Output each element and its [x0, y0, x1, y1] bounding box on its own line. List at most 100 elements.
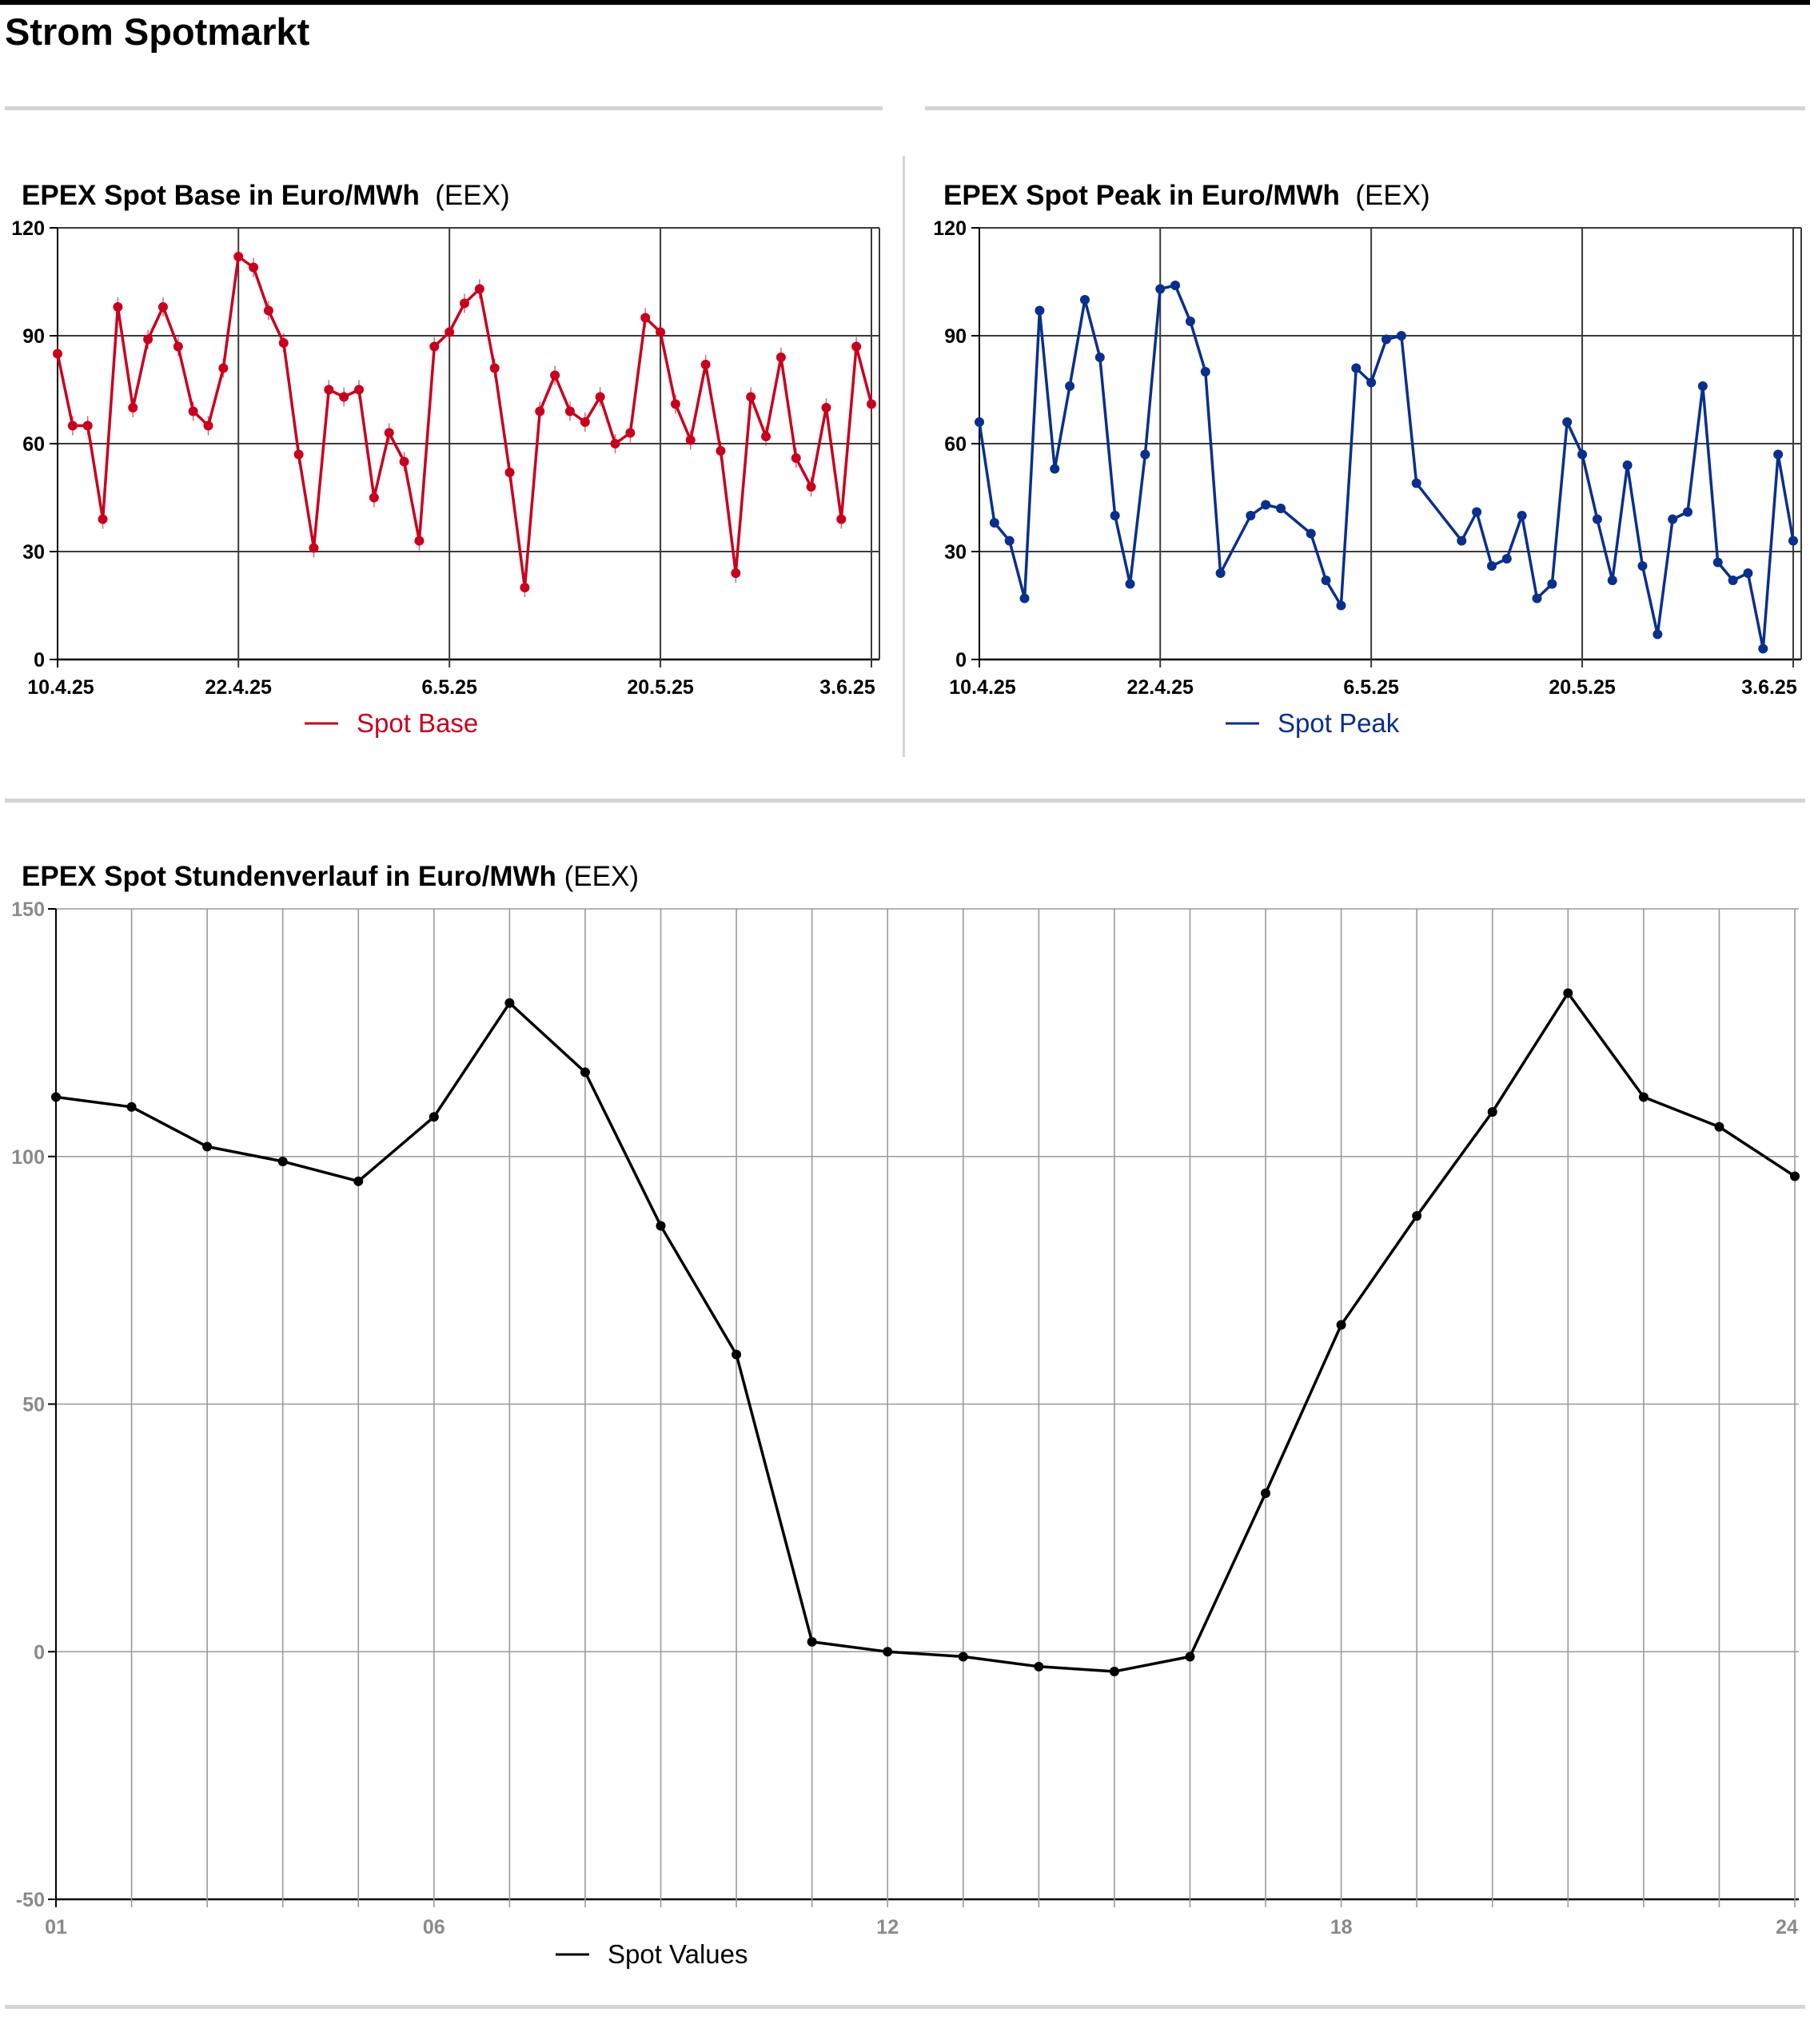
data-point [1034, 1661, 1044, 1671]
data-point [821, 403, 831, 412]
x-tick-label: 12 [876, 1916, 899, 1938]
data-point [293, 449, 304, 460]
data-point [851, 341, 862, 352]
data-point [1381, 334, 1391, 345]
data-point [520, 583, 530, 592]
y-tick-label: 0 [34, 1641, 45, 1663]
y-tick-label: 50 [22, 1394, 45, 1416]
data-point [309, 543, 319, 553]
x-tick-label: 06 [423, 1916, 445, 1938]
y-tick-label: 60 [22, 433, 45, 456]
data-point [113, 302, 123, 312]
data-point [1261, 500, 1271, 510]
data-point [1637, 561, 1648, 571]
data-point [1457, 536, 1467, 546]
chart-source-peak: (EEX) [1355, 180, 1430, 211]
data-point [1517, 511, 1527, 520]
data-point [429, 341, 440, 352]
y-tick-label: 90 [944, 325, 967, 348]
legend-label-base: Spot Base [357, 708, 478, 738]
y-tick-label: 150 [11, 898, 45, 921]
x-tick-label: 10.4.25 [27, 676, 94, 699]
data-point [1246, 511, 1256, 520]
data-point [1336, 1320, 1346, 1330]
y-tick-label: 0 [34, 649, 45, 671]
top-bar [0, 0, 1810, 5]
data-point [731, 568, 741, 578]
data-point [883, 1647, 893, 1657]
y-tick-label: 30 [944, 541, 967, 564]
x-tick-label: 22.4.25 [205, 676, 273, 699]
data-point [1472, 507, 1482, 517]
data-point [1200, 367, 1210, 377]
data-point [761, 432, 771, 441]
data-point [1714, 1122, 1724, 1132]
y-tick-label: 120 [933, 217, 967, 240]
chart-peak: 0 30 60 90 120 10.4.25 22.4.25 6.5.25 20.5.25 3.6… [933, 217, 1802, 738]
data-point [1607, 576, 1617, 585]
data-point [1276, 504, 1286, 513]
data-point [233, 252, 244, 261]
data-point [489, 363, 500, 373]
y-tick-label: -50 [16, 1889, 45, 1911]
data-point [384, 428, 394, 438]
data-point [324, 384, 334, 395]
data-point [188, 406, 198, 416]
data-point [807, 1636, 817, 1647]
x-tick-label: 22.4.25 [1127, 676, 1194, 699]
data-point [1486, 561, 1497, 571]
data-point [1079, 295, 1090, 305]
data-point [202, 1142, 213, 1152]
y-tick-label: 100 [11, 1146, 45, 1169]
x-tick-label: 3.6.25 [1741, 676, 1797, 699]
data-point [535, 406, 545, 416]
divider-top-left [5, 106, 883, 110]
x-tick-label: 01 [45, 1916, 67, 1938]
data-point [1261, 1488, 1271, 1499]
data-point [143, 334, 153, 345]
x-tick-label: 24 [1776, 1916, 1798, 1938]
data-point [460, 298, 469, 309]
x-tick-label: 6.5.25 [1343, 676, 1399, 699]
data-point [1697, 381, 1708, 391]
data-point [1109, 1667, 1119, 1677]
y-tick-label: 60 [944, 433, 967, 456]
data-point [249, 262, 259, 273]
data-point [126, 1102, 137, 1112]
data-point [278, 338, 289, 348]
data-point [1155, 284, 1166, 294]
data-point [1306, 528, 1316, 539]
data-point [610, 439, 620, 448]
data-point [263, 305, 273, 316]
data-point [716, 446, 726, 456]
data-point [580, 417, 590, 427]
legend-label-hourly: Spot Values [608, 1939, 748, 1969]
data-point [1577, 449, 1588, 460]
data-point [1321, 576, 1331, 585]
data-point [1773, 449, 1784, 460]
data-point [82, 420, 93, 431]
chart-source-hourly: (EEX) [564, 861, 640, 892]
data-point [128, 403, 138, 412]
data-point [157, 302, 168, 312]
data-point [867, 399, 876, 409]
data-point [1653, 629, 1663, 639]
data-point [504, 998, 515, 1008]
data-point [1215, 568, 1226, 578]
data-point [836, 514, 847, 524]
data-point [989, 518, 999, 528]
data-point [1788, 536, 1798, 546]
divider-bottom [5, 2005, 1805, 2009]
divider-middle [5, 799, 1805, 803]
data-point [1125, 579, 1135, 589]
data-point [53, 349, 62, 359]
data-point [353, 1176, 364, 1186]
data-point [1366, 377, 1377, 388]
data-point [1532, 593, 1542, 604]
x-tick-label: 10.4.25 [949, 676, 1016, 699]
x-tick-label: 3.6.25 [819, 676, 875, 699]
chart-title-hourly: EPEX Spot Stundenverlauf in Euro/MWh (EE… [22, 861, 639, 893]
data-point [218, 363, 229, 373]
data-point [1094, 353, 1105, 362]
